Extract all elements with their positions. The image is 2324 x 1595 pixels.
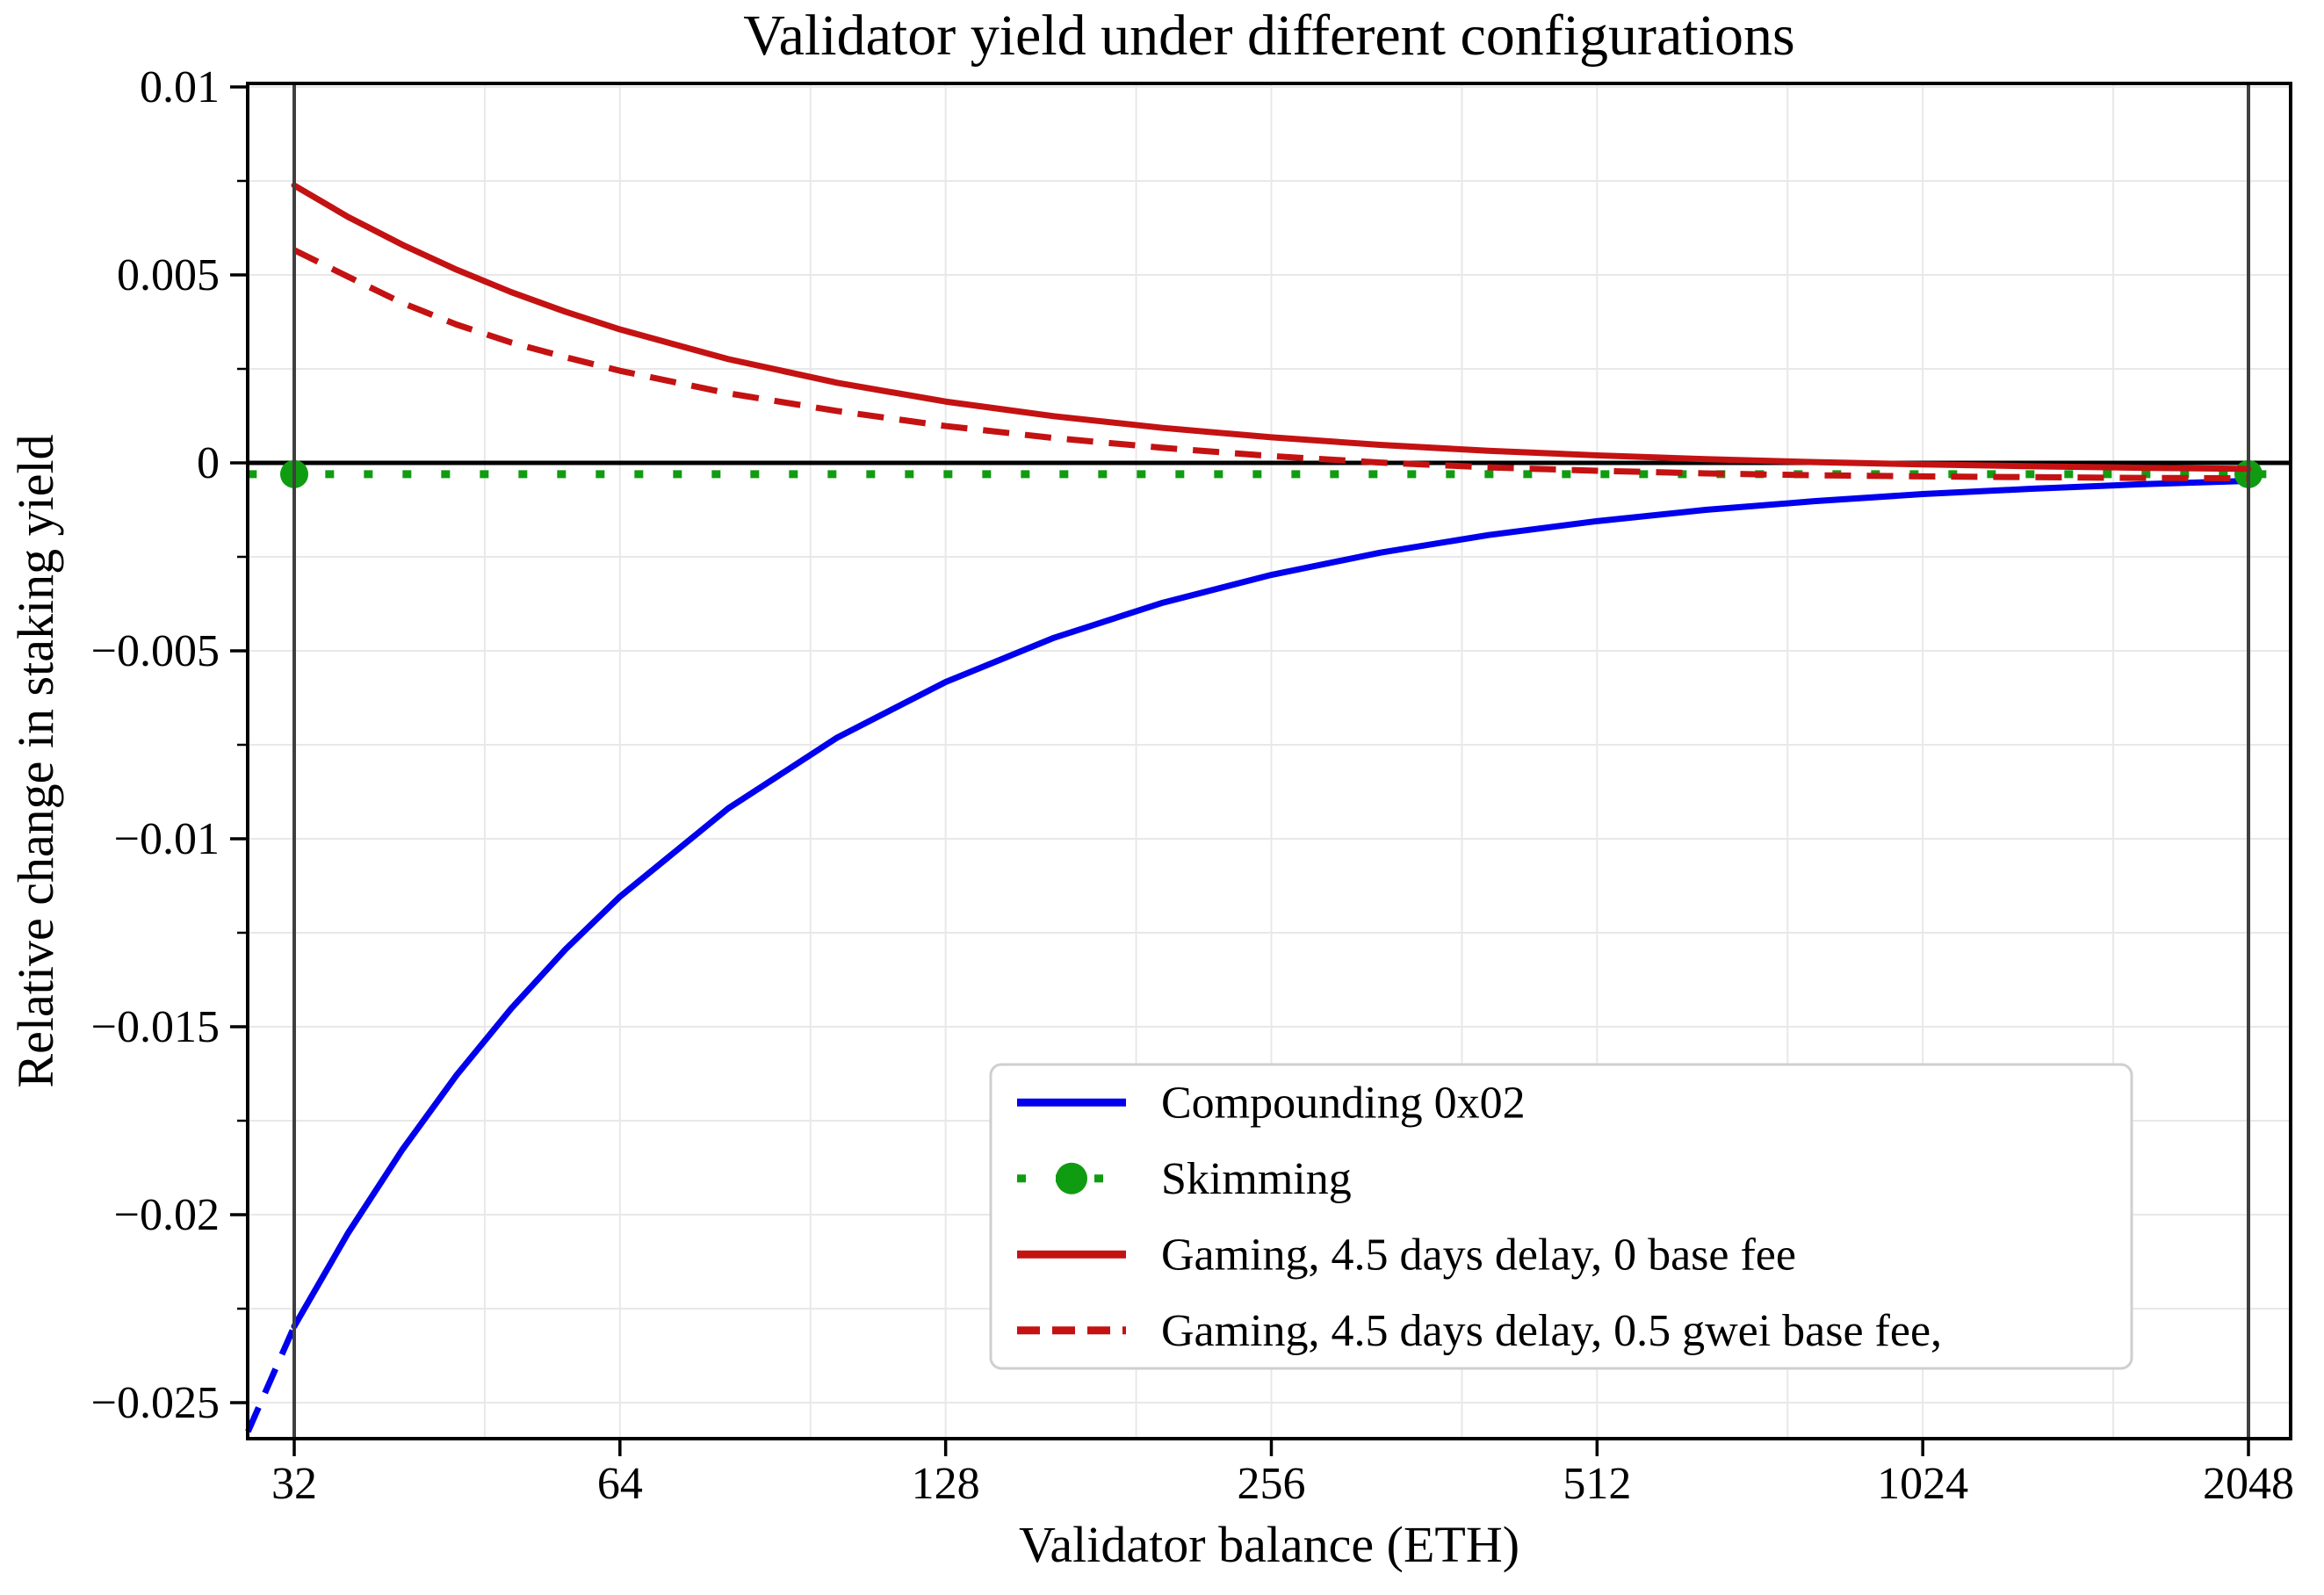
legend-entry: Skimming [1017, 1154, 1352, 1204]
legend: Compounding 0x02 Skimming Gaming, 4.5 days… [989, 1063, 2133, 1370]
series-compounding-line [291, 478, 2252, 1330]
y-tick-label: −0.025 [91, 1378, 220, 1428]
legend-box [989, 1063, 2133, 1370]
y-tick-label: −0.005 [91, 626, 220, 676]
x-tick-label: 2048 [2203, 1459, 2294, 1509]
legend-entry-label: Gaming, 4.5 days delay, 0 base fee [1161, 1230, 1796, 1280]
axes-frame-layer [246, 82, 2292, 1440]
legend-entry: Compounding 0x02 [1017, 1078, 1526, 1128]
legend-entry: Gaming, 4.5 days delay, 0.5 gwei base fe… [1017, 1306, 1942, 1356]
x-tick-label: 32 [271, 1459, 317, 1509]
y-tick-label: 0.01 [140, 62, 220, 112]
y-tick-label: −0.015 [91, 1002, 220, 1052]
axes-frame [246, 82, 2292, 1440]
vertical-lines-layer [292, 83, 2250, 1439]
x-tick-label: 64 [597, 1459, 643, 1509]
y-tick-label: 0 [197, 438, 220, 488]
y-axis-label: Relative change in staking yield [7, 434, 64, 1087]
x-tick-label: 128 [912, 1459, 980, 1509]
y-tick-label: −0.01 [114, 814, 220, 864]
x-tick-label: 512 [1563, 1459, 1631, 1509]
legend-sample-marker [1056, 1162, 1087, 1194]
chart-title: Validator yield under different configur… [743, 4, 1794, 68]
series-gaming-05gwei-line [292, 247, 2249, 482]
legend-entry: Gaming, 4.5 days delay, 0 base fee [1017, 1230, 1796, 1280]
series-gaming-0fee-line [291, 182, 2252, 473]
x-tick-label: 1024 [1877, 1459, 1968, 1509]
tick-layer: 32 64 128 256 512 1024 2048 0.01 0.005 0 −0.005 −0.… [91, 62, 2294, 1509]
legend-entry-label: Gaming, 4.5 days delay, 0.5 gwei base fe… [1161, 1306, 1942, 1356]
grid-layer [248, 83, 2291, 1439]
legend-entry-label: Skimming [1161, 1154, 1352, 1204]
series-layer [245, 182, 2291, 1433]
y-tick-label: 0.005 [117, 250, 220, 300]
x-axis-label: Validator balance (ETH) [1019, 1516, 1519, 1573]
y-tick-label: −0.02 [114, 1190, 220, 1240]
series-compounding-extrapolation [245, 1324, 298, 1433]
legend-entry-label: Compounding 0x02 [1161, 1078, 1526, 1128]
x-tick-label: 256 [1237, 1459, 1305, 1509]
